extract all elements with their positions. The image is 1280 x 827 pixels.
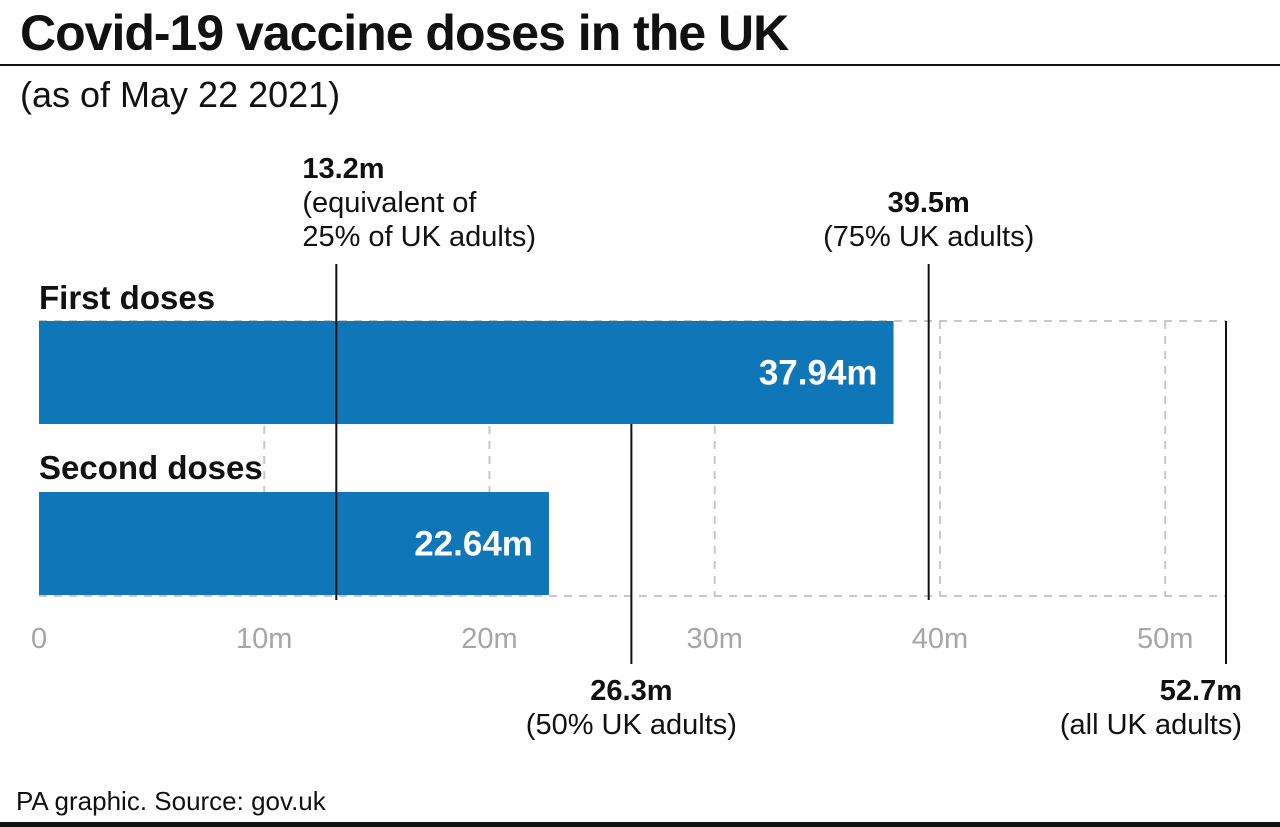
bar-layer: [39, 321, 894, 595]
x-tick-label: 40m: [912, 623, 968, 655]
reference-note: (75% UK adults): [823, 221, 1034, 253]
bar: [39, 321, 894, 424]
category-label: Second doses: [39, 449, 263, 486]
bar: [39, 492, 549, 595]
source-footer: PA graphic. Source: gov.uk: [16, 786, 326, 816]
chart-title: Covid-19 vaccine doses in the UK: [20, 5, 789, 61]
reference-label: 52.7m: [1160, 675, 1242, 707]
reference-note: 25% of UK adults): [302, 221, 536, 253]
reference-note: (all UK adults): [1060, 709, 1242, 741]
x-tick-label: 10m: [236, 623, 292, 655]
title-rule: [0, 64, 1280, 66]
x-tick-label: 20m: [461, 623, 517, 655]
x-tick-label: 50m: [1137, 623, 1193, 655]
category-label: First doses: [39, 279, 215, 316]
reference-label: 26.3m: [590, 675, 672, 707]
reference-label: 13.2m: [302, 153, 384, 185]
bar-value-label: 22.64m: [414, 525, 533, 564]
footer-rule: [0, 822, 1280, 827]
chart-subtitle: (as of May 22 2021): [20, 74, 341, 115]
reference-note: (50% UK adults): [526, 709, 737, 741]
reference-note: (equivalent of: [302, 187, 477, 219]
x-tick-label: 30m: [687, 623, 743, 655]
x-tick-label: 0: [31, 623, 47, 655]
bar-value-label: 37.94m: [759, 354, 878, 393]
reference-layer: [335, 264, 1227, 664]
label-layer: 0 10m 20m 30m 40m 50m 37.94m First doses 22.64m S…: [31, 153, 1242, 741]
reference-label: 39.5m: [888, 187, 970, 219]
